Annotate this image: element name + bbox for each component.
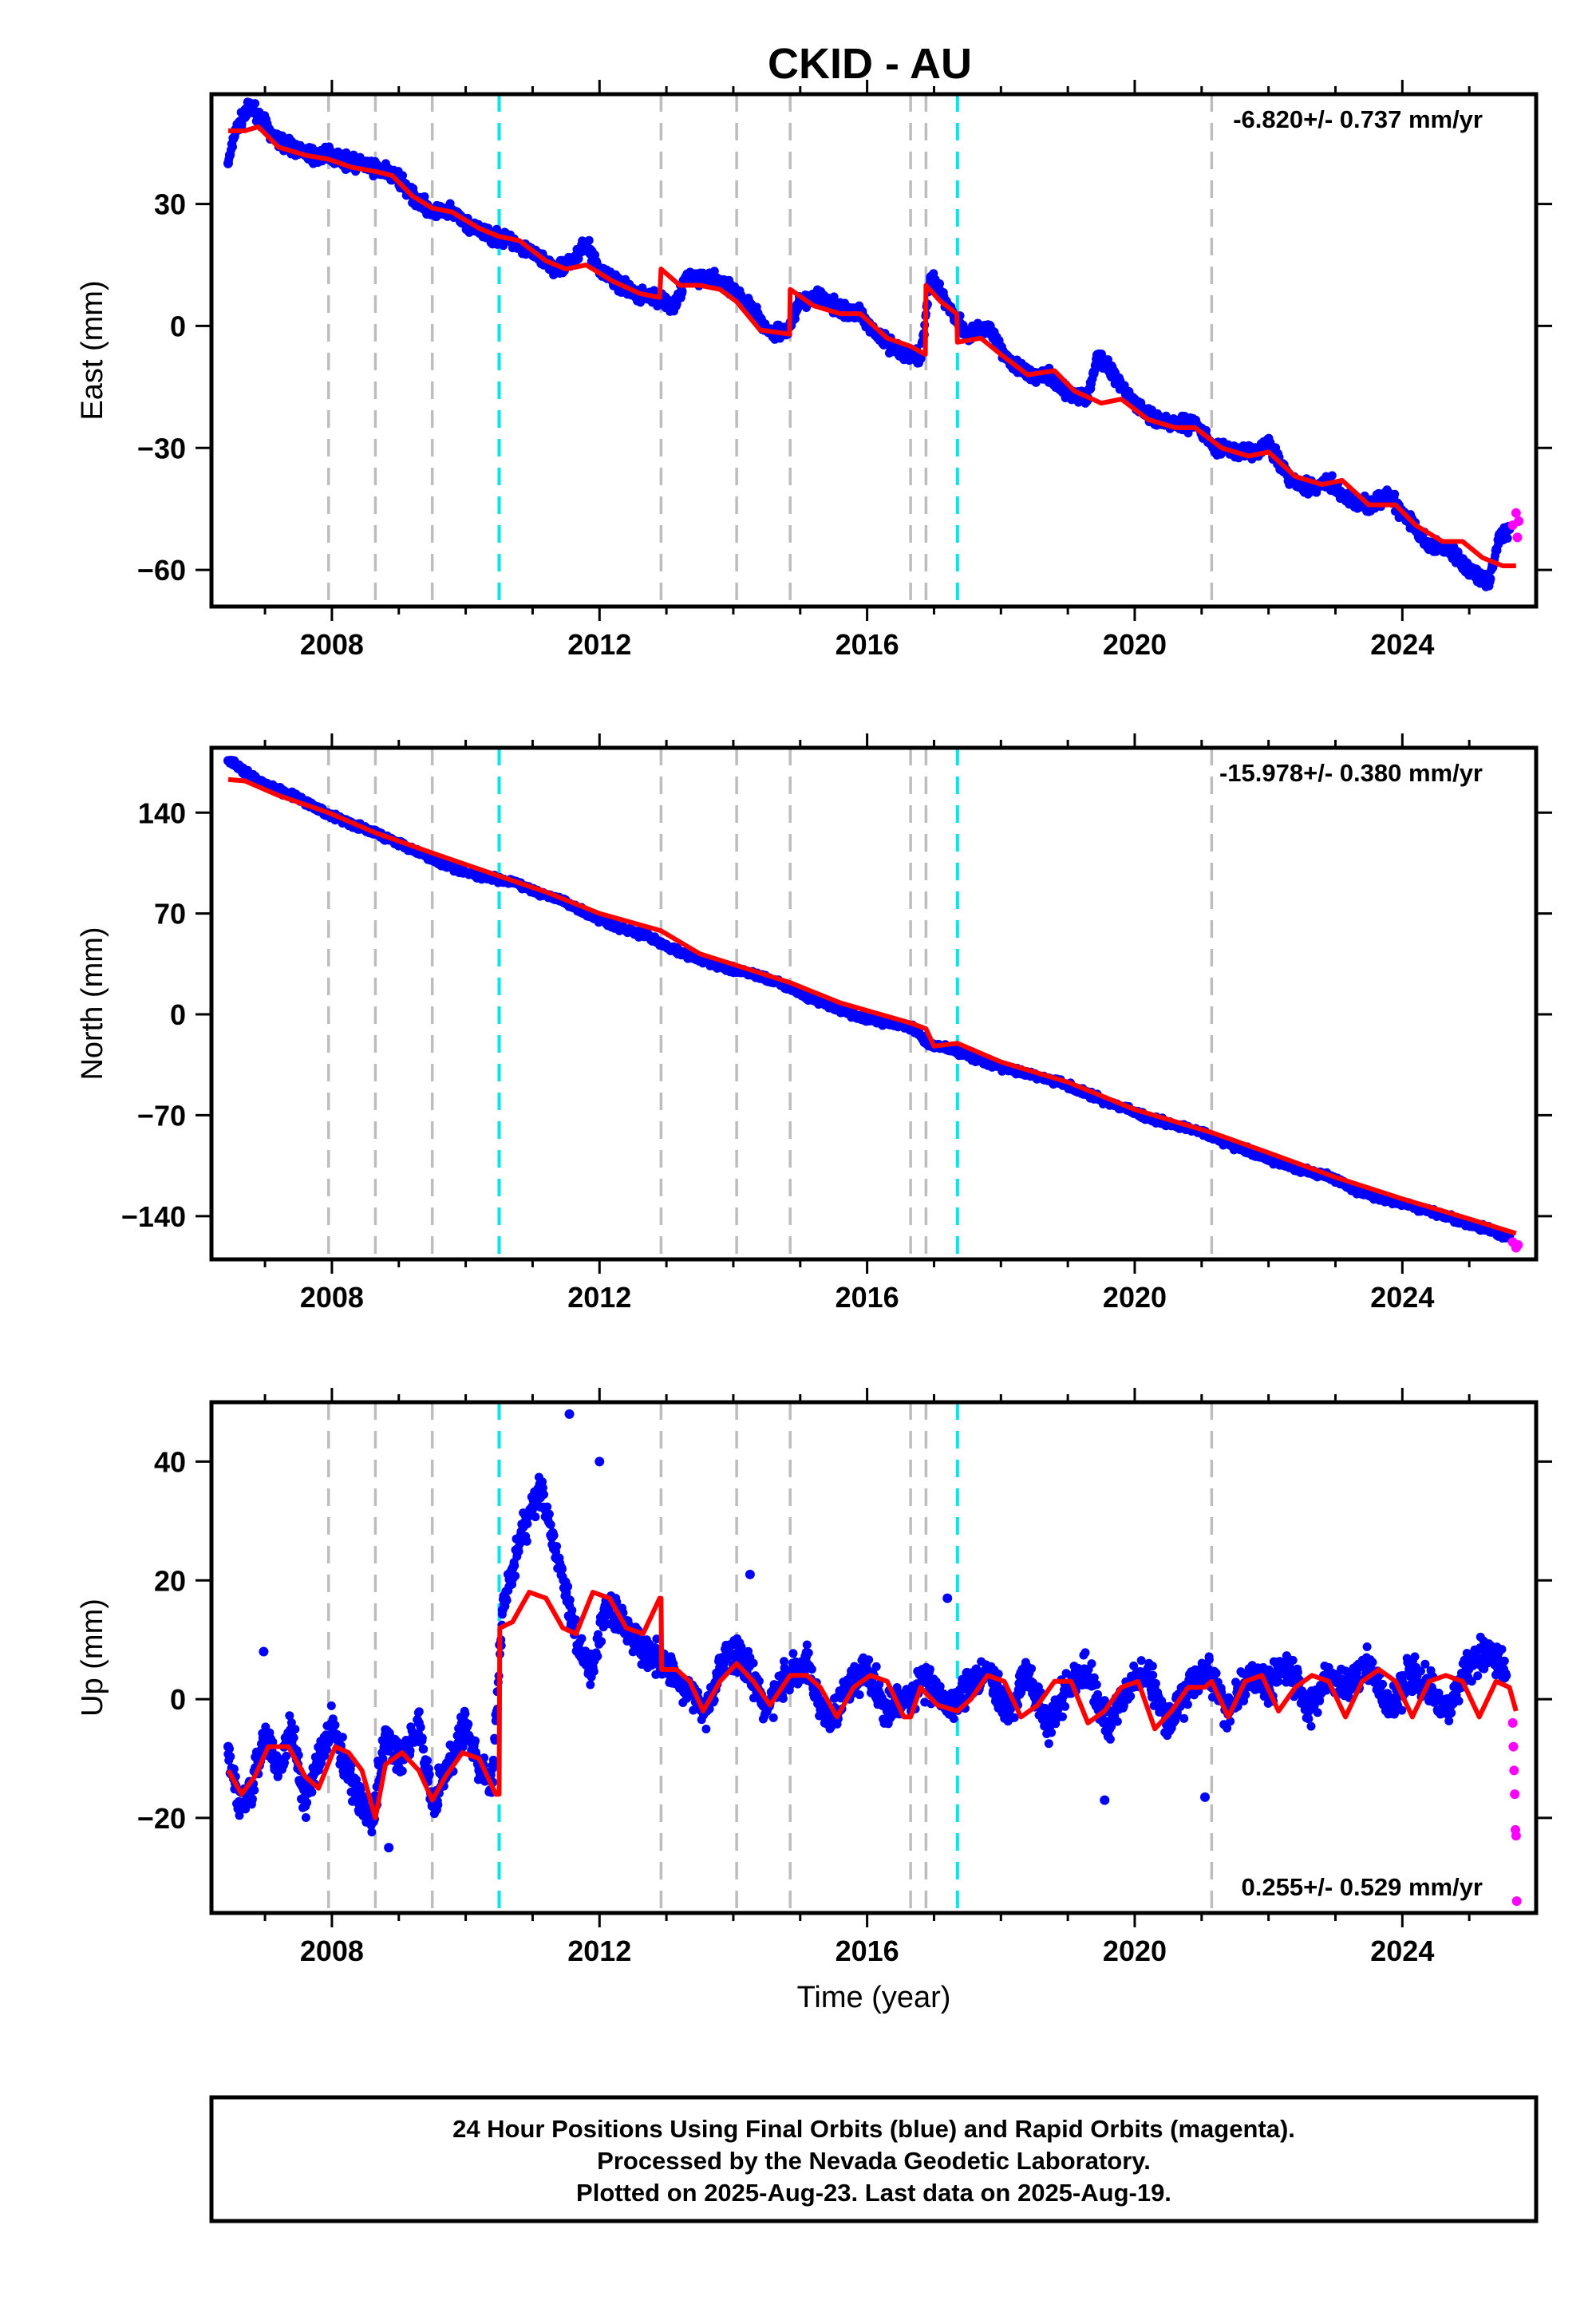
final-orbit-point [802,992,812,1002]
final-orbit-point [1263,439,1274,449]
final-orbit-point [1444,544,1455,555]
final-orbit-point [982,321,993,331]
y-tick-label: −60 [137,554,186,587]
final-orbit-point [741,296,752,306]
final-orbit-point [815,292,825,302]
final-orbit-point [223,158,233,168]
final-orbit-point [668,305,678,315]
plot-area [223,748,1523,1259]
final-orbit-point [223,756,233,766]
final-orbit-point [641,930,651,940]
rapid-orbit-point [1511,508,1521,518]
final-orbit-point [1464,565,1475,575]
final-orbit-point [247,101,257,112]
final-orbit-point [1031,377,1041,387]
final-orbit-point [1494,532,1504,543]
final-orbit-point [701,272,712,283]
final-orbit-point [721,280,732,290]
final-orbit-point [695,954,705,965]
y-tick-label: 0 [170,310,186,342]
x-tick-label: 2016 [836,628,899,661]
final-orbit-point [1503,534,1512,543]
y-tick-label: −30 [137,432,186,464]
final-orbit-point [1092,350,1103,360]
final-orbit-point [895,346,906,355]
final-orbit-point [828,1002,839,1013]
rate-label: -6.820+/- 0.737 mm/yr [1233,105,1483,133]
model-fit-line [228,124,1516,568]
rapid-orbit-point [1512,532,1523,543]
final-orbit-point [480,872,491,883]
final-orbit-point [427,854,437,864]
x-tick-label: 2020 [1103,628,1167,661]
final-orbit-point [926,272,936,283]
final-orbit-point [1484,577,1495,587]
y-axis-label: East (mm) [76,280,109,420]
x-tick-label: 2012 [567,628,631,661]
final-orbit-point [1424,540,1434,551]
final-orbit-point [228,142,237,152]
final-orbit-point [678,287,687,296]
panel-frame [209,92,1539,609]
y-tick-label: 30 [154,188,186,221]
final-orbit-point [855,1012,866,1022]
plot-area [223,94,1524,607]
rapid-orbit-point [1514,516,1524,526]
final-orbit-point [233,761,243,772]
final-orbit-point [581,239,591,250]
panels-group: 2008 2012 2016 2020 2024 30 0 −30 −60 East (mm) -6… [76,80,1552,1967]
final-orbit-point [681,272,692,283]
final-orbit-point [247,772,257,782]
final-orbit-point [1109,370,1120,380]
final-orbit-point [1303,484,1314,494]
final-orbit-point [614,923,625,933]
final-orbit-point [915,354,926,364]
final-orbit-point [567,255,578,266]
final-orbit-point [882,1018,892,1028]
final-orbit-point [454,865,464,875]
final-orbit-point [253,109,263,120]
final-orbits-cloud [223,97,1514,591]
chart-title: CKID - AU [768,40,972,88]
final-orbit-point [668,944,678,954]
x-tick-label: 2024 [1370,628,1434,661]
final-orbit-point [962,329,973,339]
x-tick-label: 2008 [300,628,364,661]
final-orbit-point [1344,496,1354,506]
final-orbit-point [721,963,732,974]
final-orbit-point [239,109,250,120]
panel-east: 2008 2012 2016 2020 2024 30 0 −30 −60 East (mm) -6… [76,80,1552,661]
final-orbit-point [935,279,944,288]
final-orbit-point [1384,492,1394,502]
